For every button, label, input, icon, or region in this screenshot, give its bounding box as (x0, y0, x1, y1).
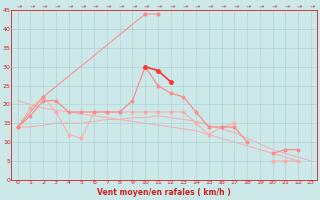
X-axis label: Vent moyen/en rafales ( km/h ): Vent moyen/en rafales ( km/h ) (97, 188, 231, 197)
